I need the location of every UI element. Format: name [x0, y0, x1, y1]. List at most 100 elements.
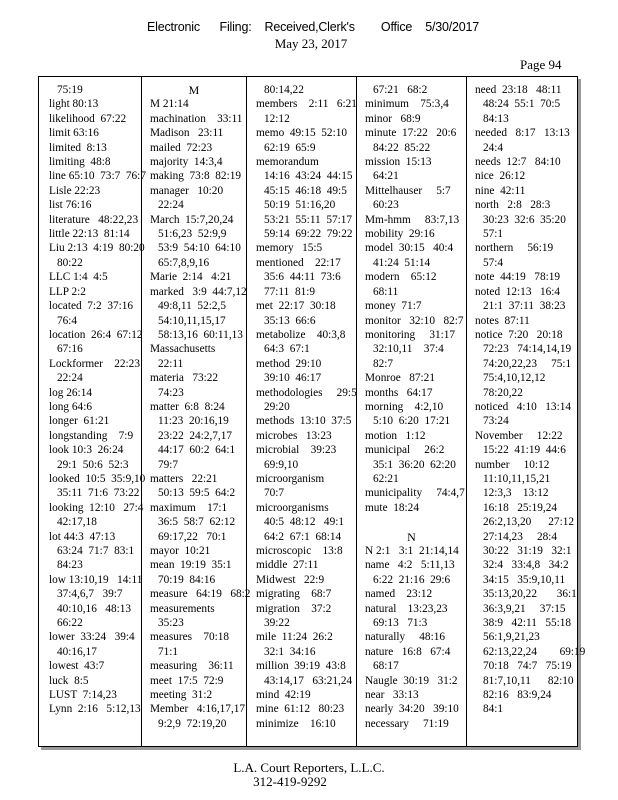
index-box: 75:19 light 80:13 likelihood 67:22 limit 63… [38, 76, 586, 747]
index-entry-continuation: 62:21 [373, 472, 399, 485]
index-column-5: need 23:18 48:11 48:24 55:1 70:5 84:13 need… [466, 77, 586, 746]
index-entry-continuation: 54:10,11,15,17 [158, 314, 226, 327]
index-entry: need 23:18 48:11 [475, 84, 562, 96]
index-entry-continuation: 84:22 85:22 [373, 141, 431, 154]
index-entry: microscopic 13:8 [256, 545, 343, 557]
index-entry: Lynn 2:16 5:12,13 [49, 703, 141, 716]
index-entry: luck 8:5 [49, 674, 89, 687]
index-entry: log 26:14 [49, 386, 92, 399]
index-entry: majority 14:3,4 [150, 156, 223, 169]
index-entry: name 4:2 5:11,13 [365, 559, 455, 572]
index-entry-continuation: 58:13,16 60:11,13 [158, 328, 243, 341]
index-entry-continuation: 50:13 59:5 64:2 [158, 487, 236, 500]
index-entry-continuation: 36:5 58:7 62:12 [158, 516, 236, 529]
index-entry-continuation: 64:21 [373, 170, 399, 183]
index-entry-continuation: 82:7 [373, 357, 394, 370]
index-entry: microbial 39:23 [256, 444, 337, 457]
index-entry: Midwest 22:9 [256, 573, 325, 586]
index-entry: likelihood 67:22 [49, 112, 127, 125]
index-entry: modern 65:12 [365, 271, 437, 284]
index-entry-continuation: 22:11 [158, 357, 184, 370]
index-entry-continuation: 34:15 35:9,10,11 [483, 573, 566, 586]
index-entry-continuation: 77:11 81:9 [264, 285, 316, 298]
spacer [365, 515, 466, 529]
index-entry-continuation: 84:1 [483, 703, 504, 716]
index-entry: migration 37:2 [256, 602, 332, 615]
index-entry: look 10:3 26:24 [49, 444, 124, 457]
index-entry-continuation: 38:9 42:11 55:18 [483, 617, 572, 630]
index-entry-continuation: 53:9 54:10 64:10 [158, 242, 241, 255]
index-entry-continuation: 81:7,10,11 82:10 [483, 674, 574, 687]
index-entry-continuation: 82:16 83:9,24 [483, 689, 552, 702]
index-entry-continuation: 5:10 6:20 17:21 [373, 415, 451, 428]
index-entry-continuation: 23:22 24:2,7,17 [158, 429, 233, 442]
footer-phone: 312-419-9292 [253, 774, 327, 789]
index-entry: nature 16:8 67:4 [365, 645, 451, 658]
index-entry: mayor 10:21 [150, 545, 211, 557]
index-entry: limited 8:13 [49, 141, 107, 154]
index-entry-continuation: 32:1 34:16 [264, 645, 316, 658]
index-entry-continuation: 32:4 33:4,8 34:2 [483, 559, 569, 572]
index-entry: memo 49:15 52:10 [256, 127, 347, 140]
index-entry-continuation: 53:21 55:11 57:17 [264, 213, 353, 226]
index-entry-continuation: 80:22 [57, 256, 83, 269]
index-entry: motion 1:12 [365, 429, 426, 442]
index-entry-continuation: 36:3,9,21 37:15 [483, 602, 566, 615]
index-entry: near 33:13 [365, 689, 419, 702]
index-entry-continuation: 78:20,22 [483, 386, 523, 399]
index-entry-continuation: 63:24 71:7 83:1 [57, 545, 135, 557]
index-entry-continuation: 70:18 74:7 75:19 [483, 660, 572, 673]
index-entry: notice 7:20 20:18 [475, 328, 563, 341]
index-entry-continuation: 42:17,18 [57, 516, 97, 529]
index-entry-continuation: 57:4 [483, 256, 504, 269]
index-entry-continuation: 35:1 36:20 62:20 [373, 458, 456, 471]
index-entry: LLP 2:2 [49, 285, 86, 298]
index-entry: Member 4:16,17,17 [150, 703, 246, 716]
index-entry: limiting 48:8 [49, 156, 111, 169]
index-entry: meet 17:5 72:9 [150, 674, 224, 687]
index-entry: Lisle 22:23 [49, 184, 101, 197]
index-entry: met 22:17 30:18 [256, 300, 336, 313]
page-number: Page 94 [520, 57, 562, 72]
index-entry: making 73:8 82:19 [150, 170, 241, 183]
index-entry: morning 4:2,10 [365, 400, 444, 413]
index-entry: number 10:12 [475, 458, 550, 471]
index-entry: Naugle 30:19 31:2 [365, 674, 458, 687]
index-entry-continuation: 62:13,22,24 69:19 [483, 645, 586, 658]
index-entry: method 29:10 [256, 357, 322, 370]
index-entry: microorganisms [256, 501, 329, 514]
index-entry: M 21:14 [150, 98, 189, 111]
index-entry-continuation: 35:13 66:6 [264, 314, 316, 327]
index-entry: municipality 74:4,7 [365, 487, 465, 500]
index-entry: little 22:13 81:14 [49, 228, 130, 241]
index-entry: LUST 7:14,23 [49, 689, 117, 702]
index-entry: literature 48:22,23 [49, 213, 139, 226]
index-entry-continuation: 65:7,8,9,16 [158, 256, 210, 269]
index-entry: Monroe 87:21 [365, 372, 435, 385]
index-entry-continuation: 29:1 50:6 52:3 [57, 458, 129, 471]
index-entry: measures 70:18 [150, 631, 230, 644]
index-entry: Liu 2:13 4:19 80:20 [49, 242, 145, 255]
index-entry: mailed 72:23 [150, 141, 213, 154]
index-entry-continuation: 67:16 [57, 343, 83, 356]
index-entry-continuation: 70:7 [264, 487, 285, 500]
index-entry: note 44:19 78:19 [475, 271, 561, 284]
index-entry: memorandum [256, 156, 319, 169]
index-entry-continuation: 14:16 43:24 44:15 [264, 170, 353, 183]
index-entry-continuation: 79:7 [158, 458, 179, 471]
index-entry: minute 17:22 20:6 [365, 127, 457, 140]
index-entry-continuation: 11:10,11,15,21 [483, 472, 551, 485]
index-entry: natural 13:23,23 [365, 602, 448, 615]
index-entry: March 15:7,20,24 [150, 213, 234, 226]
index-entry-continuation: 35:23 [158, 617, 184, 630]
index-entry-continuation: 72:23 74:14,14,19 [483, 343, 572, 356]
index-entry: low 13:10,19 14:11 [49, 573, 143, 586]
index-entry-continuation: 24:4 [483, 141, 504, 154]
index-entry: Massachusetts [150, 343, 216, 356]
index-entry: lower 33:24 39:4 [49, 631, 135, 644]
index-entry-continuation: 62:19 65:9 [264, 141, 316, 154]
index-entry-continuation: 64:3 67:1 [264, 343, 310, 356]
index-entry: members 2:11 6:21 [256, 98, 357, 111]
index-entry: location 26:4 67:12 [49, 328, 143, 341]
index-entry: lowest 43:7 [49, 660, 105, 673]
